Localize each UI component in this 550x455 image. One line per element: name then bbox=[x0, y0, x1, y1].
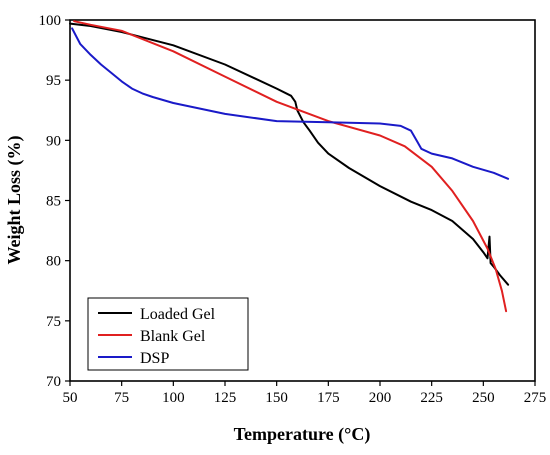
legend-label-dsp: DSP bbox=[140, 350, 169, 367]
y-tick-label: 80 bbox=[46, 254, 61, 270]
series-line-loaded-gel bbox=[69, 22, 510, 286]
y-tick-label: 75 bbox=[46, 314, 61, 330]
series-line-blank-gel bbox=[73, 20, 508, 313]
legend-label-blank-gel: Blank Gel bbox=[140, 328, 206, 345]
x-tick-label: 150 bbox=[265, 390, 288, 406]
y-axis-ticks: 70 75 80 85 90 95 100 bbox=[39, 13, 70, 390]
x-axis-ticks: 50 75 100 125 150 175 200 225 250 275 bbox=[63, 381, 547, 406]
x-tick-label: 175 bbox=[317, 390, 340, 406]
y-tick-label: 70 bbox=[46, 374, 61, 390]
legend: Loaded Gel Blank Gel DSP bbox=[87, 297, 249, 371]
x-tick-label: 125 bbox=[214, 390, 237, 406]
x-axis-label: Temperature (°C) bbox=[234, 424, 371, 445]
x-tick-label: 200 bbox=[369, 390, 392, 406]
x-tick-label: 225 bbox=[420, 390, 443, 406]
x-tick-label: 100 bbox=[162, 390, 185, 406]
x-tick-label: 50 bbox=[63, 390, 78, 406]
y-tick-label: 95 bbox=[46, 73, 61, 89]
series-line-dsp bbox=[71, 27, 510, 180]
x-tick-label: 75 bbox=[114, 390, 129, 406]
y-tick-label: 90 bbox=[46, 133, 61, 149]
y-tick-label: 85 bbox=[46, 194, 61, 210]
x-tick-label: 250 bbox=[472, 390, 495, 406]
y-tick-label: 100 bbox=[39, 13, 62, 29]
series-lines bbox=[69, 20, 510, 313]
x-tick-label: 275 bbox=[524, 390, 547, 406]
y-axis-label: Weight Loss (%) bbox=[4, 135, 25, 264]
legend-label-loaded-gel: Loaded Gel bbox=[140, 306, 216, 323]
